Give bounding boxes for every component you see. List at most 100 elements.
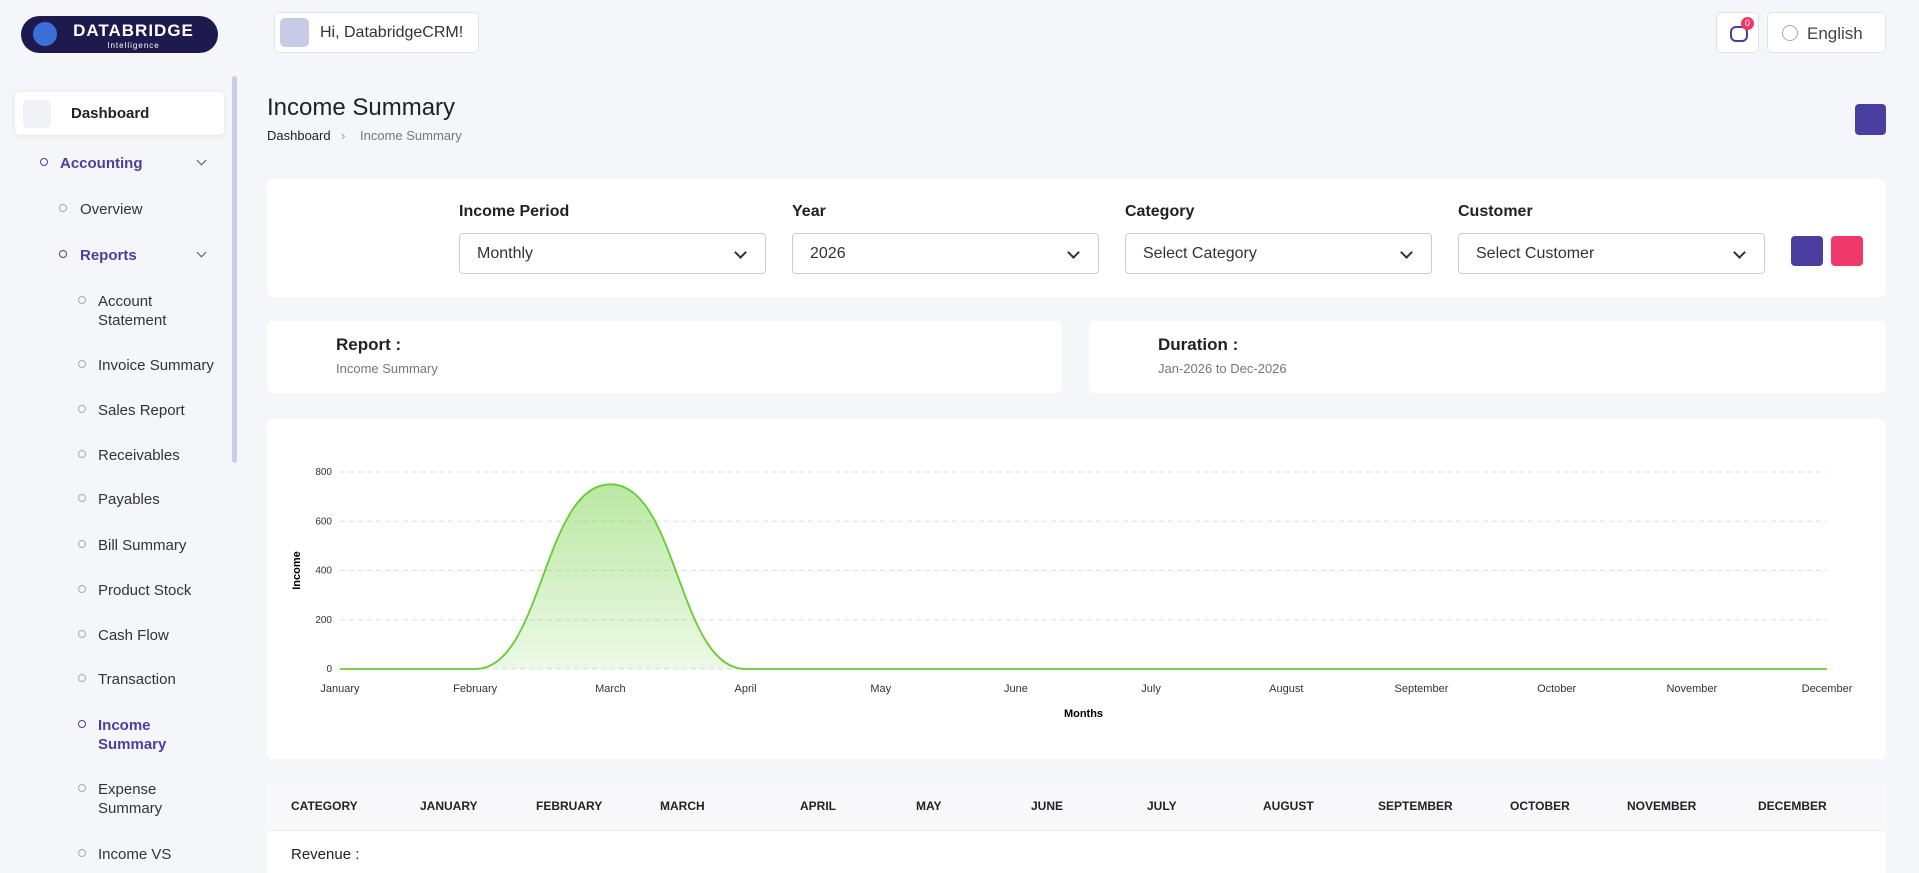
menu-item[interactable]: Reports: [80, 246, 137, 265]
x-tick-label: June: [1004, 683, 1028, 695]
breadcrumb[interactable]: Dashboard: [267, 128, 331, 143]
filter-label: Customer: [1458, 203, 1533, 220]
greeting: Hi, DatabridgeCRM!: [320, 24, 464, 41]
filter-select[interactable]: Select Customer: [1458, 233, 1765, 274]
duration-card: Duration : Jan-2026 to Dec-2026: [1089, 321, 1886, 393]
menu-dot: [78, 585, 86, 593]
x-tick-label: July: [1141, 683, 1161, 695]
breadcrumb-current: Income Summary: [360, 128, 462, 143]
menu-item[interactable]: Accounting: [60, 154, 143, 173]
menu-label: Accounting: [60, 155, 143, 172]
column-header: JULY: [1147, 799, 1177, 813]
menu-dot: [59, 204, 67, 212]
column-header: FEBRUARY: [536, 799, 603, 813]
filter-select[interactable]: Select Category: [1125, 233, 1432, 274]
menu-item[interactable]: Income VS: [98, 845, 171, 864]
menu-label: Receivables: [98, 447, 180, 464]
download-button[interactable]: [1855, 104, 1886, 135]
menu-label: Dashboard: [71, 105, 150, 122]
home-icon: [23, 100, 51, 128]
menu-item[interactable]: Expense Summary: [98, 780, 178, 818]
logo-icon: [33, 22, 57, 46]
chart-card: 0 200 400 600 800 January February March April Ma…: [267, 419, 1886, 759]
x-tick-label: November: [1666, 683, 1717, 695]
report-label: Report :: [336, 335, 402, 354]
x-tick-label: May: [870, 683, 891, 695]
y-tick-label: 800: [315, 467, 332, 478]
menu-dot: [78, 360, 86, 368]
table-row-label: Revenue :: [291, 846, 360, 863]
filter-select[interactable]: Monthly: [459, 233, 766, 274]
x-tick-label: January: [320, 683, 360, 695]
filter-select[interactable]: 2026: [792, 233, 1099, 274]
logo[interactable]: DATABRIDGE Intelligence: [21, 16, 218, 53]
menu-item[interactable]: Product Stock: [98, 581, 191, 600]
menu-item[interactable]: Invoice Summary: [98, 356, 214, 375]
menu-label: Payables: [98, 491, 160, 508]
column-header: CATEGORY: [291, 799, 358, 813]
menu-label: Cash Flow: [98, 627, 169, 644]
column-header: APRIL: [800, 799, 836, 813]
menu-label: Bill Summary: [98, 537, 187, 554]
menu-dot: [78, 540, 86, 548]
menu-item[interactable]: Cash Flow: [98, 626, 169, 645]
y-tick-label: 600: [315, 516, 332, 527]
bell-icon: [1730, 26, 1748, 42]
filter-label: Income Period: [459, 203, 570, 220]
x-tick-label: October: [1537, 683, 1576, 695]
y-tick-label: 400: [315, 566, 332, 577]
report-card: Report : Income Summary: [267, 321, 1062, 393]
menu-dot: [78, 630, 86, 638]
chevron: [196, 155, 207, 166]
menu-item[interactable]: Bill Summary: [98, 536, 186, 555]
menu-item[interactable]: Account Statement: [98, 292, 178, 330]
x-tick-label: February: [453, 683, 498, 695]
menu-label: Income Summary: [98, 717, 167, 753]
menu-label: Invoice Summary: [98, 357, 214, 374]
column-header: SEPTEMBER: [1378, 799, 1453, 813]
menu-dot: [78, 784, 86, 792]
scrollbar: [232, 76, 237, 463]
language[interactable]: English: [1767, 12, 1886, 53]
notifications[interactable]: 0: [1716, 12, 1759, 53]
menu-item[interactable]: Payables: [98, 490, 160, 509]
menu-label: Expense Summary: [98, 781, 163, 817]
menu-dashboard[interactable]: Dashboard: [15, 92, 224, 135]
menu-item[interactable]: Transaction: [98, 670, 176, 689]
column-header: AUGUST: [1263, 799, 1314, 813]
menu-label: Transaction: [98, 671, 176, 688]
menu-dot: [40, 158, 48, 166]
reset-button[interactable]: [1831, 236, 1863, 266]
menu-label: Overview: [80, 201, 143, 218]
menu-dot: [78, 405, 86, 413]
x-tick-label: March: [595, 683, 626, 695]
x-tick-label: April: [735, 683, 757, 695]
logo-text: DATABRIDGE: [73, 21, 194, 40]
column-header: JUNE: [1031, 799, 1064, 813]
report-value: Income Summary: [336, 361, 438, 376]
menu-label: Reports: [80, 247, 137, 264]
search-button[interactable]: [1791, 236, 1823, 266]
menu-item[interactable]: Receivables: [98, 446, 180, 465]
menu-item[interactable]: Overview: [80, 200, 143, 219]
menu-label: Income VS: [98, 846, 172, 863]
duration-value: Jan-2026 to Dec-2026: [1158, 361, 1287, 376]
x-tick-label: August: [1269, 683, 1303, 695]
menu-item[interactable]: Sales Report: [98, 401, 185, 420]
user-menu[interactable]: Hi, DatabridgeCRM!: [274, 12, 479, 53]
column-header: MAY: [916, 799, 942, 813]
menu-dot: [78, 494, 86, 502]
column-header: MARCH: [660, 799, 705, 813]
chart: 0 200 400 600 800 January February March April Ma…: [291, 467, 1853, 720]
menu-label: Product Stock: [98, 582, 192, 599]
column-header: DECEMBER: [1758, 799, 1827, 813]
logo-sub: Intelligence: [107, 41, 160, 50]
menu-item[interactable]: Income Summary: [98, 716, 178, 754]
y-axis-title: Income: [291, 551, 303, 590]
menu-label: Account Statement: [98, 293, 167, 329]
badge: 0: [1741, 17, 1754, 30]
language-label: English: [1807, 24, 1863, 43]
column-header: OCTOBER: [1510, 799, 1570, 813]
table-header: [267, 783, 1886, 831]
